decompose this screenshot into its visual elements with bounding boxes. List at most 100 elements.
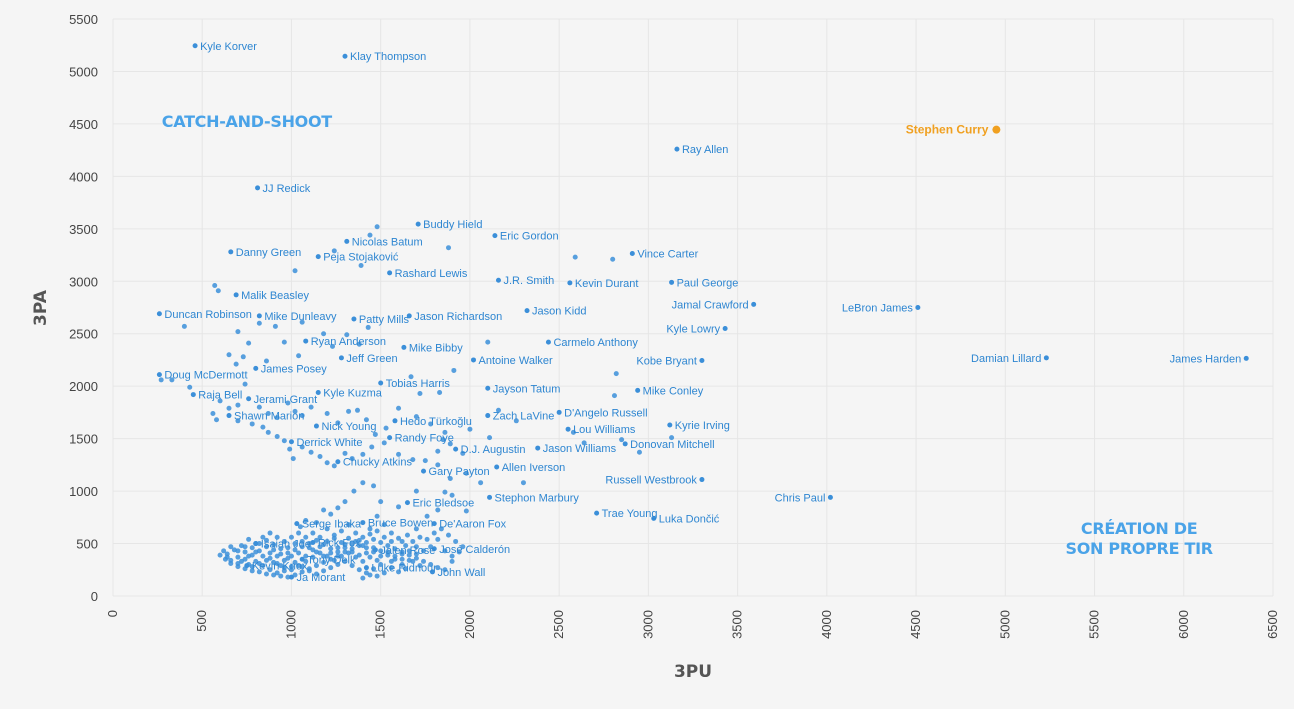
data-point: [446, 532, 452, 538]
data-point: [365, 324, 371, 330]
data-point: [378, 499, 384, 505]
data-point: [290, 456, 296, 462]
labeled-point: [253, 365, 259, 371]
data-point: [287, 446, 293, 452]
labeled-point: [629, 250, 635, 256]
point-label: James Posey: [261, 363, 328, 375]
data-point: [238, 558, 244, 564]
data-point: [313, 571, 319, 577]
point-label: Rashard Lewis: [395, 268, 468, 280]
data-point: [267, 550, 273, 556]
point-label: Kyrie Irving: [675, 420, 730, 432]
data-point: [437, 389, 443, 395]
data-point: [422, 458, 428, 464]
labeled-point: [351, 316, 357, 322]
point-label: Allen Iverson: [502, 462, 566, 474]
point-label: Chris Paul: [775, 492, 826, 504]
data-point: [271, 547, 277, 553]
data-point: [374, 557, 380, 563]
data-point: [572, 254, 578, 260]
data-point: [263, 571, 269, 577]
data-point: [349, 456, 355, 462]
data-point: [292, 547, 298, 553]
x-tick-label: 3500: [730, 610, 745, 639]
point-label: Klay Thompson: [350, 51, 426, 63]
data-point: [246, 340, 252, 346]
point-label: Ray Allen: [682, 144, 728, 156]
data-point: [435, 462, 441, 468]
data-point: [335, 562, 341, 568]
data-point: [297, 524, 303, 530]
labeled-point: [1243, 355, 1249, 361]
labeled-point: [485, 385, 491, 391]
data-point: [338, 528, 344, 534]
data-point: [256, 320, 262, 326]
data-point: [288, 564, 294, 570]
data-point: [435, 536, 441, 542]
labeled-point: [315, 389, 321, 395]
data-point: [403, 566, 409, 572]
labeled-point: [228, 249, 234, 255]
labeled-point: [310, 539, 316, 545]
point-label: Kyle Korver: [200, 41, 257, 53]
data-point: [356, 567, 362, 573]
data-point: [210, 410, 216, 416]
data-point: [272, 323, 278, 329]
labeled-point: [303, 338, 309, 344]
point-label: Mike Conley: [643, 385, 704, 397]
annotation-text: SON PROPRE TIR: [1066, 539, 1213, 558]
data-point: [431, 530, 437, 536]
data-point: [285, 545, 291, 551]
data-point: [217, 398, 223, 404]
y-tick-label: 2000: [69, 379, 98, 394]
data-point: [388, 530, 394, 536]
labeled-point: [827, 494, 833, 500]
point-label: Mike Dunleavy: [264, 311, 337, 323]
labeled-point: [372, 547, 378, 553]
data-point: [246, 553, 252, 559]
data-point: [406, 552, 412, 558]
x-tick-label: 4500: [908, 610, 923, 639]
data-point: [349, 549, 355, 555]
data-point: [317, 544, 323, 550]
point-label: José Calderón: [439, 544, 510, 556]
data-point: [214, 417, 220, 423]
y-tick-label: 5000: [69, 64, 98, 79]
point-label: Raja Bell: [198, 390, 242, 402]
labeled-point: [485, 413, 491, 419]
data-point: [353, 538, 359, 544]
data-point: [388, 565, 394, 571]
data-point: [351, 488, 357, 494]
data-point: [367, 531, 373, 537]
point-label: Peja Stojaković: [323, 252, 399, 264]
data-point: [331, 535, 337, 541]
labeled-point: [190, 392, 196, 398]
data-point: [303, 534, 309, 540]
data-point: [363, 417, 369, 423]
data-point: [187, 384, 193, 390]
x-axis-title: 3PU: [674, 662, 712, 682]
data-point: [299, 319, 305, 325]
data-point: [520, 480, 526, 486]
data-point: [354, 407, 360, 413]
y-tick-label: 4000: [69, 169, 98, 184]
data-point: [263, 358, 269, 364]
y-tick-label: 5500: [69, 12, 98, 27]
labeled-point: [253, 541, 259, 547]
data-point: [260, 553, 266, 559]
labeled-point: [392, 418, 398, 424]
labeled-point: [915, 305, 921, 310]
x-tick-label: 3000: [640, 610, 655, 639]
data-point: [360, 534, 366, 540]
point-label: Randy Foye: [395, 433, 454, 445]
data-point: [253, 549, 259, 555]
x-tick-label: 5000: [997, 610, 1012, 639]
data-point: [358, 263, 364, 269]
point-label: Paul George: [677, 277, 739, 289]
data-point: [212, 282, 218, 288]
point-label: Jalen Rose: [380, 545, 435, 557]
data-point: [453, 538, 459, 544]
data-point: [360, 543, 366, 549]
data-point: [581, 440, 587, 446]
data-point: [335, 545, 341, 551]
